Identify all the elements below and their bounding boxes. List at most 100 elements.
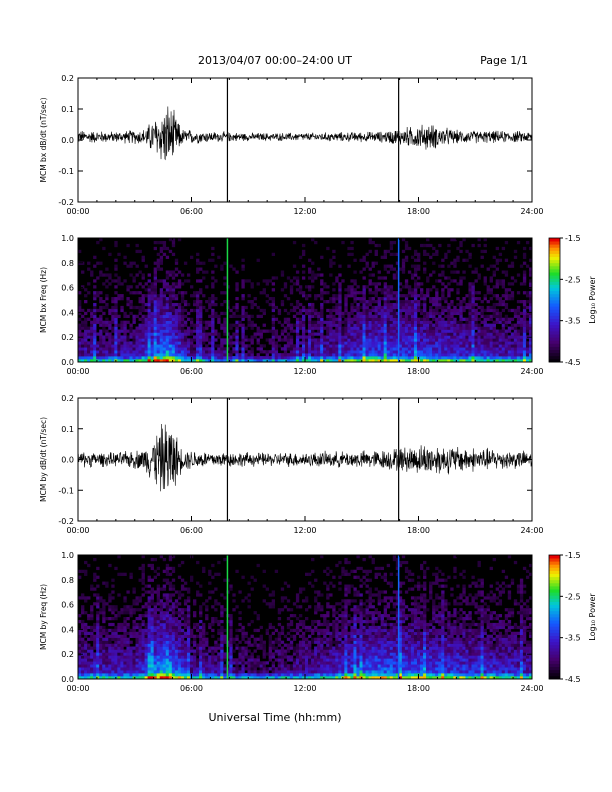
spectrogram-cell: [120, 646, 124, 650]
spectrogram-cell: [93, 572, 97, 576]
spectrogram-cell: [147, 335, 151, 339]
spectrogram-cell: [84, 329, 88, 333]
spectrogram-cell: [171, 611, 176, 615]
spectrogram-cell: [468, 326, 472, 330]
spectrogram-cell: [250, 305, 254, 310]
spectrogram-cell: [90, 326, 94, 330]
spectrogram-cell: [196, 646, 200, 650]
spectrogram-cell: [202, 347, 206, 351]
spectrogram-cell: [90, 356, 94, 360]
spectrogram-cell: [211, 590, 215, 594]
spectrogram-cell: [301, 353, 306, 357]
spectrogram-cell: [180, 308, 185, 313]
spectrogram-cell: [99, 637, 103, 641]
spectrogram-cell: [211, 308, 215, 313]
spectrogram-cell: [132, 622, 136, 627]
spectrogram-cell: [468, 255, 472, 259]
spectrogram-cell: [465, 258, 469, 262]
spectrogram-cell: [208, 341, 212, 345]
spectrogram-cell: [362, 255, 366, 259]
spectrogram-cell: [320, 326, 324, 330]
spectrogram-cell: [138, 270, 142, 274]
spectrogram-cell: [171, 673, 176, 677]
spectrogram-cell: [305, 308, 309, 313]
spectrogram-cell: [141, 605, 145, 609]
spectrogram-cell: [235, 670, 239, 674]
y-tick-label: -0.2: [58, 198, 74, 207]
spectrogram-cell: [326, 314, 330, 319]
spectrogram-cell: [462, 344, 466, 348]
spectrogram-cell: [117, 282, 121, 286]
spectrogram-cell: [528, 323, 533, 327]
x-tick-label: 24:00: [520, 367, 543, 376]
spectrogram-cell: [474, 332, 478, 336]
spectrogram-cell: [410, 302, 415, 307]
spectrogram-cell: [84, 622, 88, 627]
spectrogram-cell: [477, 291, 481, 295]
spectrogram-cell: [189, 670, 194, 674]
spectrogram-cell: [84, 356, 88, 360]
spectrogram-cell: [180, 353, 185, 357]
spectrogram-cell: [392, 320, 397, 324]
spectrogram-cell: [450, 335, 454, 339]
spectrogram-cell: [241, 341, 245, 345]
spectrogram-cell: [311, 276, 315, 280]
spectrogram-cell: [247, 640, 251, 644]
spectrogram-cell: [193, 344, 197, 348]
spectrogram-cell: [165, 353, 170, 357]
spectrogram-cell: [159, 302, 164, 307]
spectrogram-cell: [168, 646, 173, 650]
spectrogram-cell: [162, 625, 167, 630]
spectrogram-cell: [495, 356, 500, 360]
spectrogram-cell: [386, 311, 391, 316]
spectrogram-cell: [171, 667, 176, 671]
spectrogram-cell: [392, 305, 397, 310]
spectrogram-cell: [214, 643, 218, 647]
spectrogram-cell: [386, 270, 391, 274]
spectrogram-cell: [174, 617, 179, 621]
spectrogram-cell: [126, 649, 130, 653]
spectrogram-cell: [286, 344, 291, 348]
spectrogram-cell: [232, 608, 236, 612]
spectrogram-cell: [259, 291, 263, 295]
spectrogram-cell: [489, 297, 493, 301]
spectrogram-cell: [159, 667, 164, 671]
spectrogram-cell: [193, 323, 197, 327]
spectrogram-cell: [171, 335, 176, 339]
spectrogram-cell: [208, 676, 212, 680]
spectrogram-cell: [114, 320, 118, 324]
spectrogram-cell: [102, 311, 106, 316]
spectrogram-cell: [156, 353, 161, 357]
spectrogram-cell: [81, 314, 85, 319]
spectrogram-cell: [362, 332, 366, 336]
spectrogram-cell: [205, 617, 209, 621]
spectrogram-cell: [495, 261, 500, 265]
spectrogram-cell: [389, 347, 394, 351]
spectrogram-cell: [141, 664, 145, 668]
spectrogram-cell: [356, 347, 360, 351]
spectrogram-cell: [120, 329, 124, 333]
spectrogram-cell: [87, 652, 91, 656]
spectrogram-cell: [147, 619, 151, 624]
spectrogram-cell: [429, 344, 433, 348]
spectrogram-cell: [141, 344, 145, 348]
spectrogram-cell: [81, 593, 85, 597]
spectrogram-cell: [477, 273, 481, 277]
spectrogram-cell: [317, 323, 321, 327]
spectrogram-cell: [129, 658, 133, 662]
spectrogram-cell: [171, 353, 176, 357]
spectrogram-cell: [413, 341, 418, 345]
spectrogram-cell: [165, 273, 170, 277]
colorbar-swatch: [549, 296, 560, 301]
spectrogram-cell: [365, 332, 369, 336]
spectrogram-cell: [401, 338, 406, 342]
spectrogram-cell: [162, 305, 167, 310]
spectrogram-cell: [525, 359, 530, 363]
spectrogram-cell: [492, 329, 496, 333]
spectrogram-cell: [477, 347, 481, 351]
spectrogram-cell: [247, 320, 251, 324]
spectrogram-cell: [359, 341, 363, 345]
spectrogram-cell: [180, 617, 185, 621]
spectrogram-cell: [522, 308, 527, 313]
spectrogram-cell: [99, 631, 103, 636]
